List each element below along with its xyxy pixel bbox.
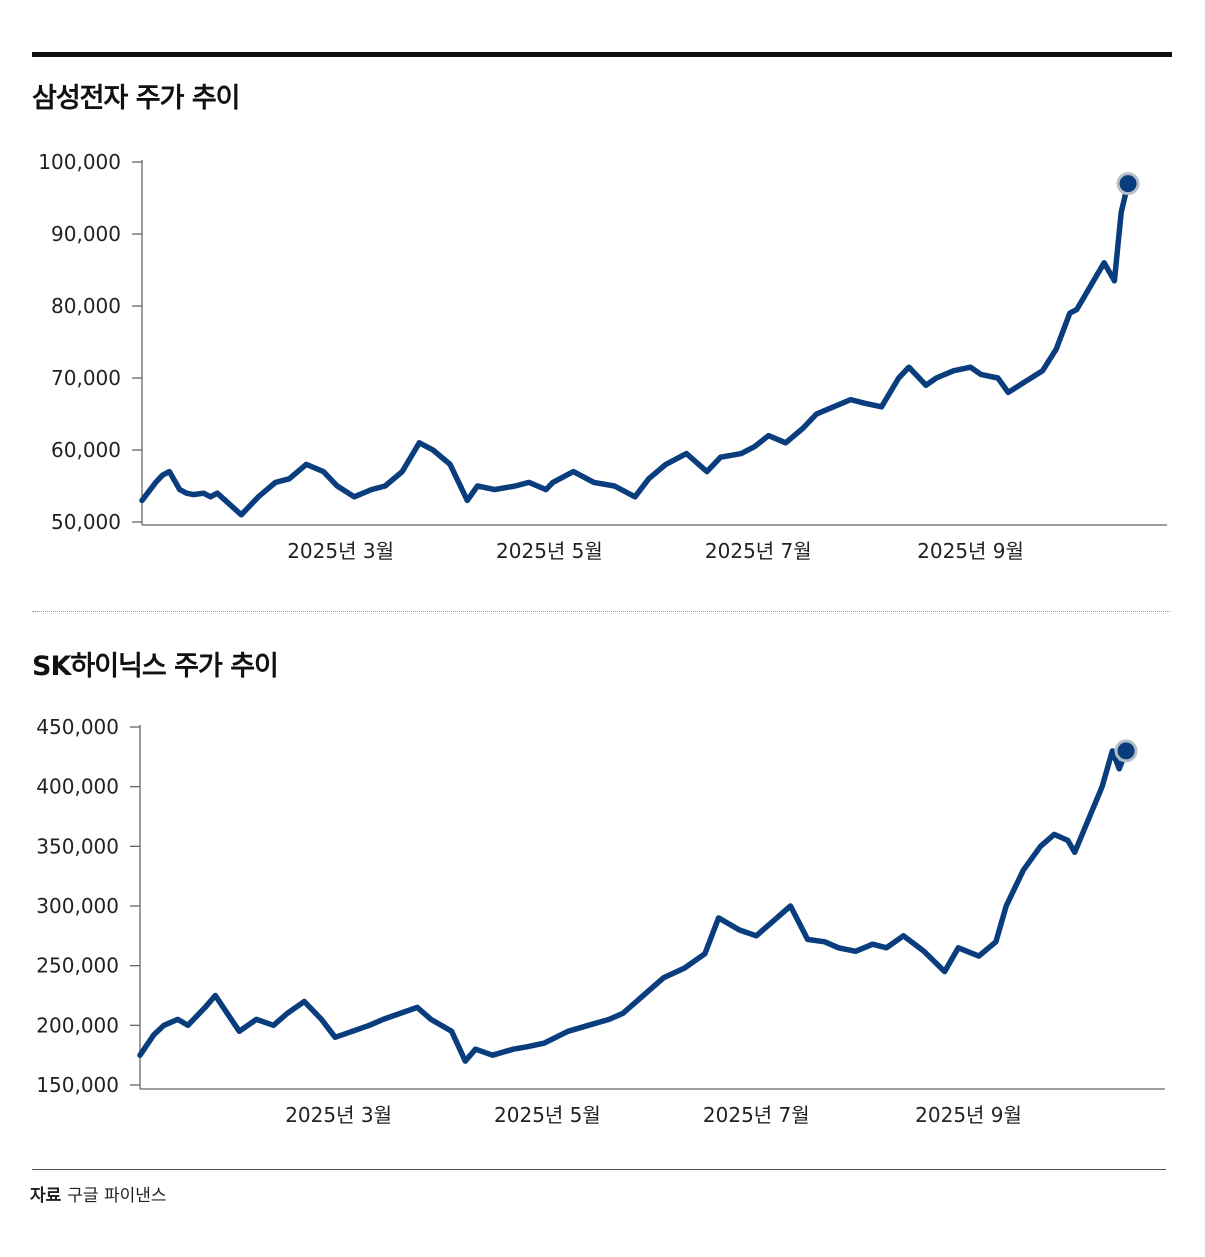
source-text: 구글 파이낸스: [67, 1186, 167, 1206]
chart-title-samsung: 삼성전자 주가 추이: [32, 83, 241, 114]
chart-samsung: 50,000 60,000 70,000 80,000 90,000 100,000 202…: [38, 150, 1167, 563]
y-tick-label: 90,000: [51, 222, 121, 246]
bottom-rule: [32, 1169, 1166, 1170]
y-tick-label: 60,000: [51, 438, 121, 462]
y-tick-label: 70,000: [51, 366, 121, 390]
chart-title-sk-hynix: SK하이닉스 주가 추이: [32, 651, 279, 682]
x-tick-label: 2025년 9월: [917, 539, 1024, 563]
y-tick-label: 300,000: [36, 894, 119, 918]
price-line: [137, 748, 1129, 1064]
y-tick-label: 350,000: [36, 834, 119, 858]
chart-sk-hynix: 150,000 200,000 250,000 300,000 350,000 400,0…: [36, 715, 1165, 1127]
y-tick-label: 80,000: [51, 294, 121, 318]
x-tick-label: 2025년 3월: [285, 1103, 392, 1127]
y-tick-label: 100,000: [38, 150, 121, 174]
source-label: 자료: [30, 1186, 62, 1206]
source-note: 자료 구글 파이낸스: [30, 1181, 167, 1206]
price-line: [139, 180, 1131, 518]
y-tick-label: 400,000: [36, 775, 119, 799]
y-tick-label: 450,000: [36, 715, 119, 739]
y-tick-label: 250,000: [36, 954, 119, 978]
top-rule: [32, 52, 1172, 57]
y-tick-label: 150,000: [36, 1073, 119, 1097]
x-tick-label: 2025년 5월: [494, 1103, 601, 1127]
end-point-marker: [1116, 172, 1140, 196]
x-tick-label: 2025년 9월: [915, 1103, 1022, 1127]
x-tick-label: 2025년 7월: [703, 1103, 810, 1127]
x-tick-label: 2025년 5월: [496, 539, 603, 563]
section-divider: [32, 611, 1170, 612]
y-tick-label: 50,000: [51, 510, 121, 534]
end-point-marker: [1114, 739, 1138, 763]
x-tick-label: 2025년 3월: [287, 539, 394, 563]
x-tick-label: 2025년 7월: [705, 539, 812, 563]
y-tick-label: 200,000: [36, 1013, 119, 1037]
